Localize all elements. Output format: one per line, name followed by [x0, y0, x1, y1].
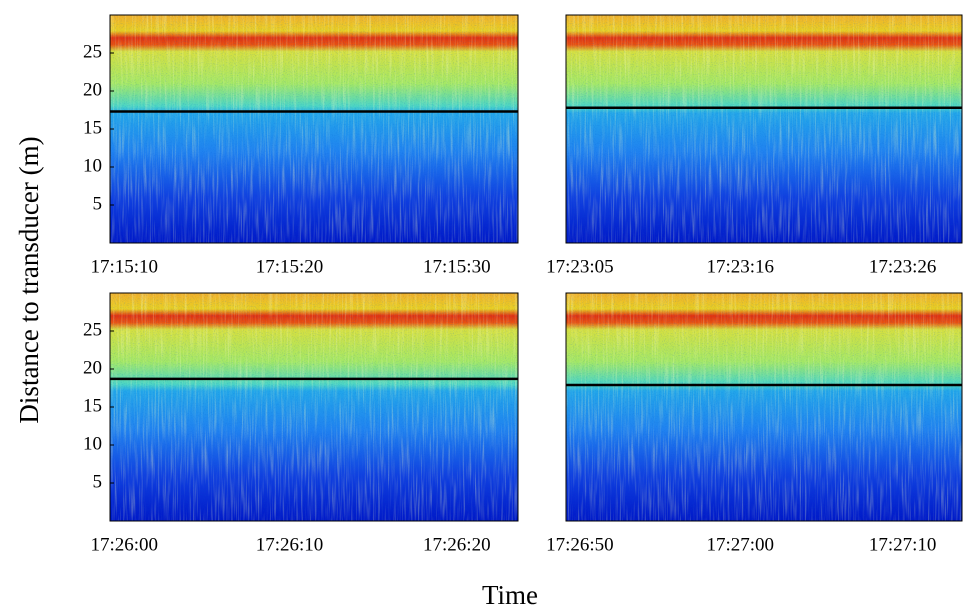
- y-tick-label: 5: [93, 471, 103, 492]
- plot-frame: [565, 292, 963, 522]
- x-tick-label: 17:23:16: [706, 256, 774, 277]
- y-tick-label: 15: [83, 395, 102, 416]
- y-axis-label: Distance to transducer (m): [14, 136, 44, 423]
- x-tick-label: 17:15:30: [423, 256, 491, 277]
- x-tick-label: 17:23:05: [546, 256, 614, 277]
- y-tick-label: 5: [93, 193, 103, 214]
- y-tick-label: 15: [83, 117, 102, 138]
- y-tick-label: 20: [83, 79, 102, 100]
- x-tick-label: 17:23:26: [869, 256, 937, 277]
- x-tick-label: 17:26:00: [90, 534, 158, 555]
- y-tick-label: 20: [83, 357, 102, 378]
- x-tick-label: 17:26:50: [546, 534, 614, 555]
- x-tick-label: 17:26:10: [256, 534, 324, 555]
- y-tick-label: 25: [83, 319, 102, 340]
- echogram-speckle: [566, 15, 962, 243]
- x-tick-label: 17:15:20: [256, 256, 324, 277]
- echogram-speckle: [566, 293, 962, 521]
- y-tick-label: 10: [83, 433, 102, 454]
- x-tick-label: 17:27:00: [706, 534, 774, 555]
- x-tick-label: 17:15:10: [90, 256, 158, 277]
- echogram-speckle: [110, 15, 518, 243]
- x-axis-label: Time: [482, 580, 538, 610]
- plot-frame: [565, 14, 963, 244]
- echogram-speckle: [110, 293, 518, 521]
- y-tick-label: 25: [83, 41, 102, 62]
- x-tick-label: 17:26:20: [423, 534, 491, 555]
- y-tick-label: 10: [83, 155, 102, 176]
- x-tick-label: 17:27:10: [869, 534, 937, 555]
